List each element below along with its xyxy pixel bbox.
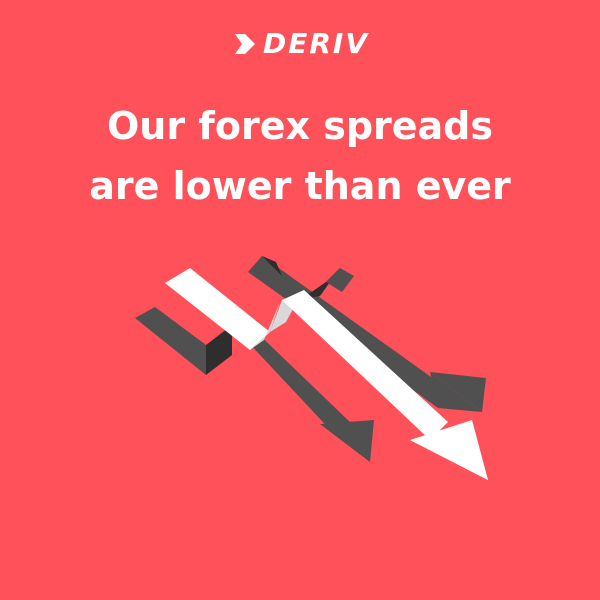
dark-arrow-front	[135, 307, 374, 462]
deriv-chevron-icon	[234, 34, 255, 54]
headline-line-2: are lower than ever	[89, 164, 511, 208]
headline: Our forex spreads are lower than ever	[0, 96, 600, 216]
dark-arrow-back	[248, 256, 486, 412]
brand-logo: DERIV	[0, 28, 600, 60]
white-arrow	[165, 268, 488, 480]
headline-line-1: Our forex spreads	[106, 104, 493, 148]
brand-name: DERIV	[262, 27, 370, 60]
